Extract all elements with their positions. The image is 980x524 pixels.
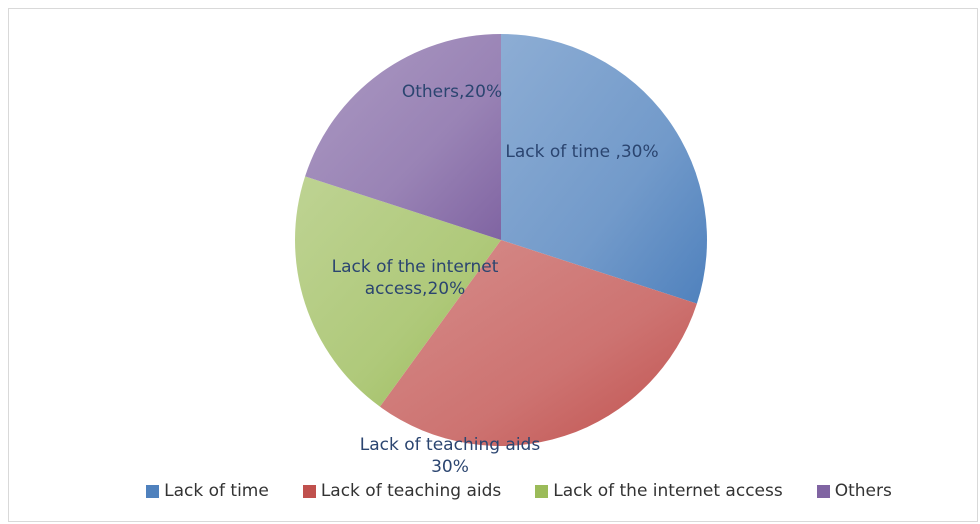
pie-slice bbox=[295, 176, 501, 407]
legend-item: Lack of the internet access bbox=[535, 478, 783, 504]
data-label: Lack of time ,30% bbox=[505, 142, 659, 162]
legend-label: Lack of time bbox=[164, 481, 269, 501]
data-label: Lack of teaching aids 30% bbox=[359, 435, 541, 477]
legend-swatch bbox=[816, 484, 830, 498]
legend-label: Lack of the internet access bbox=[553, 481, 783, 501]
legend-item: Lack of teaching aids bbox=[302, 478, 502, 504]
pie-slice bbox=[501, 34, 707, 304]
legend-swatch bbox=[535, 484, 549, 498]
legend: Lack of time Lack of teaching aids Lack of… bbox=[0, 478, 980, 504]
legend-item: Others bbox=[816, 478, 892, 504]
pie-slice bbox=[379, 240, 697, 447]
legend-label: Others bbox=[834, 481, 892, 501]
legend-label: Lack of teaching aids bbox=[320, 481, 502, 501]
pie-slice bbox=[305, 34, 501, 240]
legend-swatch bbox=[146, 484, 160, 498]
legend-item: Lack of time bbox=[146, 478, 269, 504]
data-label: Lack of the internet access,20% bbox=[331, 257, 499, 299]
legend-swatch bbox=[302, 484, 316, 498]
chart-frame bbox=[8, 8, 978, 522]
data-label: Others,20% bbox=[401, 82, 503, 102]
